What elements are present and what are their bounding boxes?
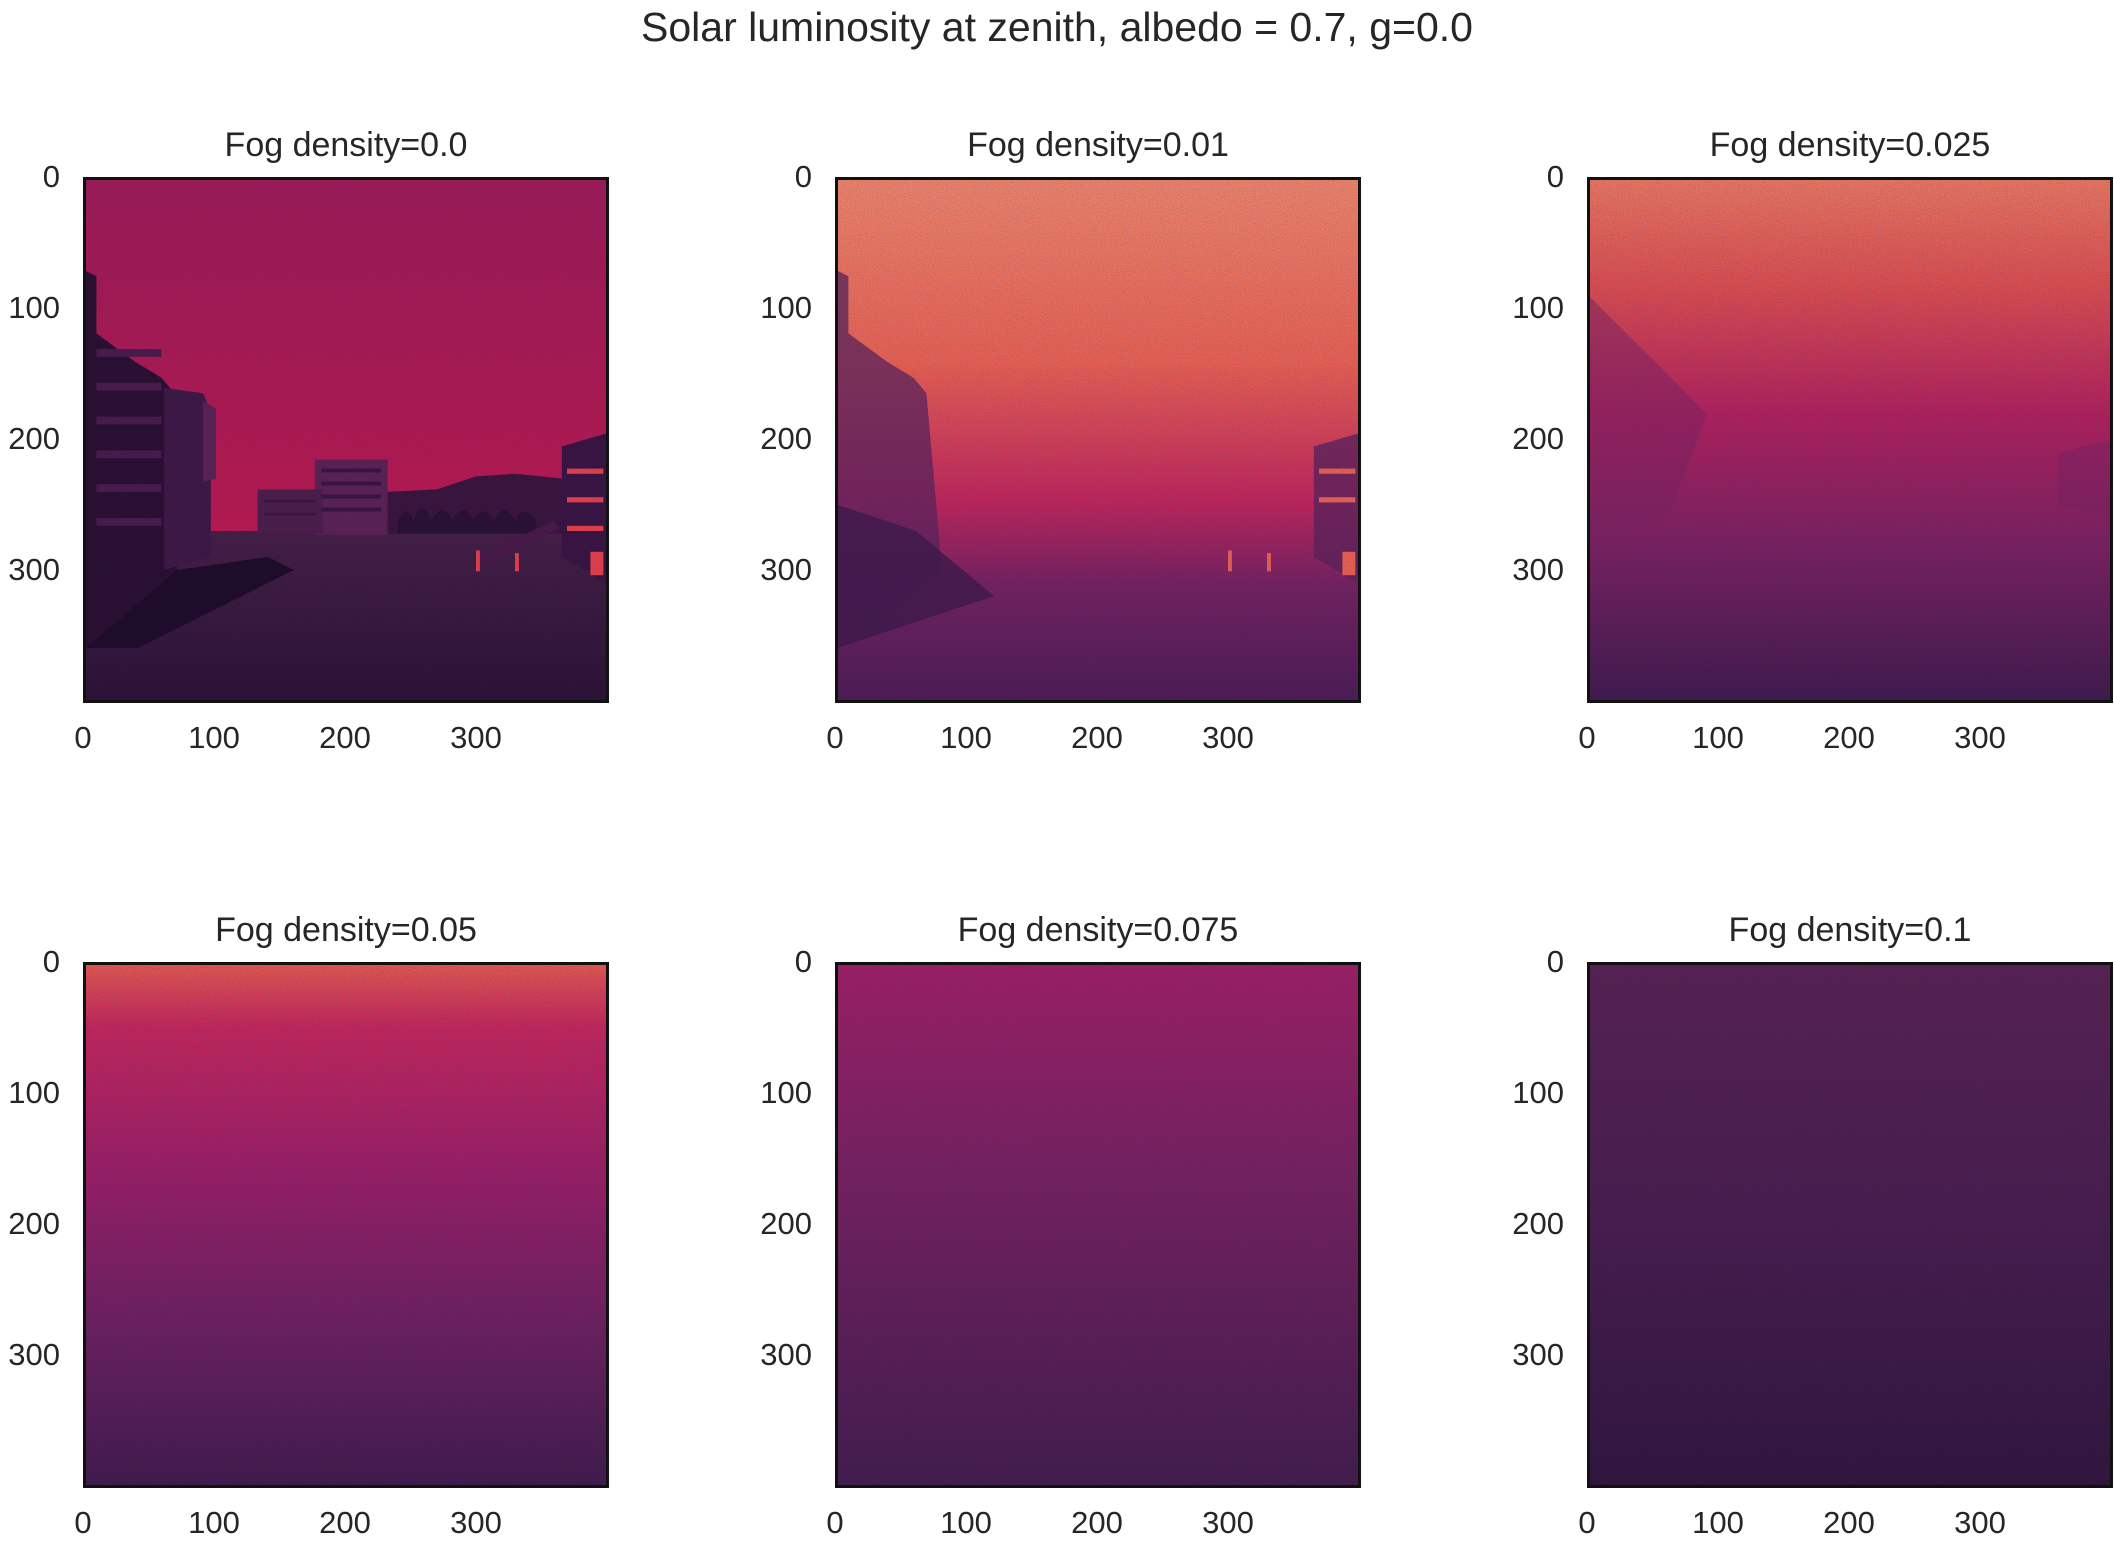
y-tick-label: 200 — [1512, 1206, 1564, 1241]
y-tick-label: 200 — [1512, 421, 1564, 456]
subplot-title: Fog density=0.1 — [1728, 911, 1972, 949]
heatmap-image — [83, 962, 609, 1488]
subplot-5: Fog density=0.1 0 100 200 300 0 100 200 … — [1512, 911, 2113, 1540]
x-tick-label: 300 — [1202, 1505, 1254, 1540]
y-tick-label: 100 — [1512, 290, 1564, 325]
y-tick-label: 0 — [794, 159, 812, 194]
x-tick-label: 200 — [1071, 1505, 1123, 1540]
x-tick-label: 100 — [188, 1505, 240, 1540]
noise-overlay — [1590, 180, 2110, 700]
x-tick-label: 100 — [188, 720, 240, 755]
x-tick-label: 100 — [1692, 720, 1744, 755]
heatmap-svg — [838, 965, 1358, 1485]
noise-overlay — [86, 180, 606, 700]
heatmap-image — [1587, 177, 2113, 703]
x-tick-label: 200 — [319, 1505, 371, 1540]
noise-overlay — [86, 965, 606, 1485]
x-tick-label: 0 — [1578, 720, 1596, 755]
y-tick-label: 100 — [760, 1075, 812, 1110]
figure-title: Solar luminosity at zenith, albedo = 0.7… — [641, 4, 1473, 50]
subplot-title: Fog density=0.025 — [1709, 126, 1991, 164]
x-tick-label: 100 — [1692, 1505, 1744, 1540]
noise-overlay — [838, 180, 1358, 700]
noise-overlay — [1590, 965, 2110, 1485]
heatmap-svg — [1590, 965, 2110, 1485]
y-tick-label: 300 — [760, 552, 812, 587]
y-tick-label: 300 — [8, 552, 60, 587]
y-tick-label: 200 — [8, 421, 60, 456]
heatmap-image — [1587, 962, 2113, 1488]
x-tick-label: 0 — [74, 1505, 92, 1540]
subplot-2: Fog density=0.025 0 100 200 300 0 100 — [1512, 126, 2113, 755]
x-tick-label: 300 — [1954, 1505, 2006, 1540]
subplot-4: Fog density=0.075 0 100 200 300 0 100 20… — [760, 911, 1361, 1540]
x-tick-label: 100 — [940, 720, 992, 755]
y-tick-label: 300 — [1512, 552, 1564, 587]
x-tick-label: 0 — [1578, 1505, 1596, 1540]
x-tick-label: 300 — [1954, 720, 2006, 755]
x-tick-label: 200 — [319, 720, 371, 755]
y-tick-label: 100 — [1512, 1075, 1564, 1110]
y-tick-label: 300 — [1512, 1337, 1564, 1372]
x-tick-label: 200 — [1823, 1505, 1875, 1540]
y-tick-label: 300 — [8, 1337, 60, 1372]
y-tick-label: 100 — [8, 290, 60, 325]
heatmap-svg — [838, 180, 1358, 700]
heatmap-image — [835, 177, 1361, 703]
y-tick-label: 0 — [794, 944, 812, 979]
x-tick-label: 300 — [450, 720, 502, 755]
y-tick-label: 200 — [8, 1206, 60, 1241]
heatmap-image — [83, 177, 609, 703]
y-tick-label: 0 — [1546, 159, 1564, 194]
x-tick-label: 0 — [826, 1505, 844, 1540]
subplot-title: Fog density=0.075 — [957, 911, 1239, 949]
y-tick-label: 0 — [42, 944, 60, 979]
heatmap-image — [835, 962, 1361, 1488]
y-tick-label: 200 — [760, 421, 812, 456]
y-tick-label: 0 — [42, 159, 60, 194]
subplot-0: Fog density=0.0 — [8, 126, 609, 755]
y-tick-label: 200 — [760, 1206, 812, 1241]
x-tick-label: 0 — [74, 720, 92, 755]
subplot-title: Fog density=0.01 — [967, 126, 1229, 164]
x-tick-label: 300 — [1202, 720, 1254, 755]
heatmap-svg — [1590, 180, 2110, 700]
heatmap-svg — [86, 180, 606, 700]
y-tick-label: 300 — [760, 1337, 812, 1372]
x-tick-label: 0 — [826, 720, 844, 755]
subplot-1: Fog density=0.01 — [760, 126, 1361, 755]
x-tick-label: 300 — [450, 1505, 502, 1540]
subplot-title: Fog density=0.05 — [215, 911, 477, 949]
noise-overlay — [838, 965, 1358, 1485]
x-tick-label: 200 — [1823, 720, 1875, 755]
subplot-3: Fog density=0.05 0 100 200 300 0 100 200… — [8, 911, 609, 1540]
y-tick-label: 100 — [760, 290, 812, 325]
heatmap-svg — [86, 965, 606, 1485]
x-tick-label: 200 — [1071, 720, 1123, 755]
y-tick-label: 0 — [1546, 944, 1564, 979]
subplot-title: Fog density=0.0 — [224, 126, 468, 164]
y-tick-label: 100 — [8, 1075, 60, 1110]
x-tick-label: 100 — [940, 1505, 992, 1540]
